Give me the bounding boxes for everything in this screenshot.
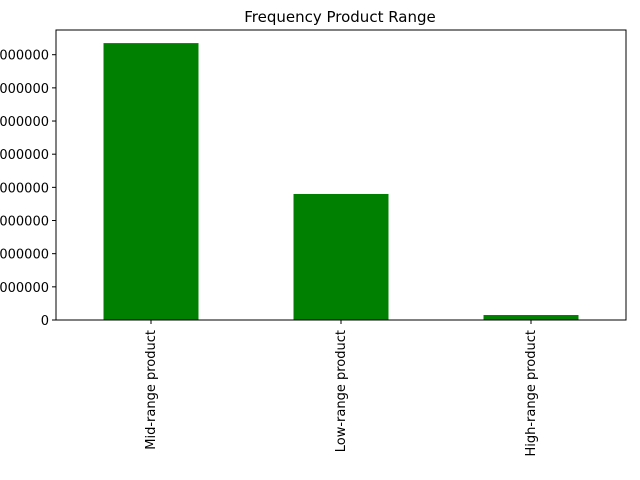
y-tick-label: 000000 — [0, 148, 49, 163]
x-tick-label: Mid-range product — [144, 330, 159, 450]
x-tick-label: Low-range product — [334, 330, 349, 452]
x-tick-label: High-range product — [524, 330, 539, 457]
y-tick-label: 000000 — [0, 215, 49, 230]
y-axis: 0000000000000000000000000000000000000000… — [0, 49, 56, 329]
y-tick-label: 000000 — [0, 281, 49, 296]
y-tick-label: 000000 — [0, 248, 49, 263]
x-axis: Mid-range product Low-range product High-r… — [144, 320, 539, 457]
chart-title: Frequency Product Range — [244, 8, 436, 26]
y-tick-label: 000000 — [0, 49, 49, 64]
bars-group — [103, 43, 579, 321]
y-tick-label: 0 — [41, 314, 49, 329]
bar-low-range-product — [293, 193, 389, 320]
y-tick-label: 000000 — [0, 82, 49, 97]
bar-mid-range-product — [103, 43, 199, 321]
y-tick-label: 000000 — [0, 115, 49, 130]
y-tick-label: 000000 — [0, 181, 49, 196]
bar-high-range-product — [483, 315, 579, 320]
plot-frame — [55, 29, 627, 321]
